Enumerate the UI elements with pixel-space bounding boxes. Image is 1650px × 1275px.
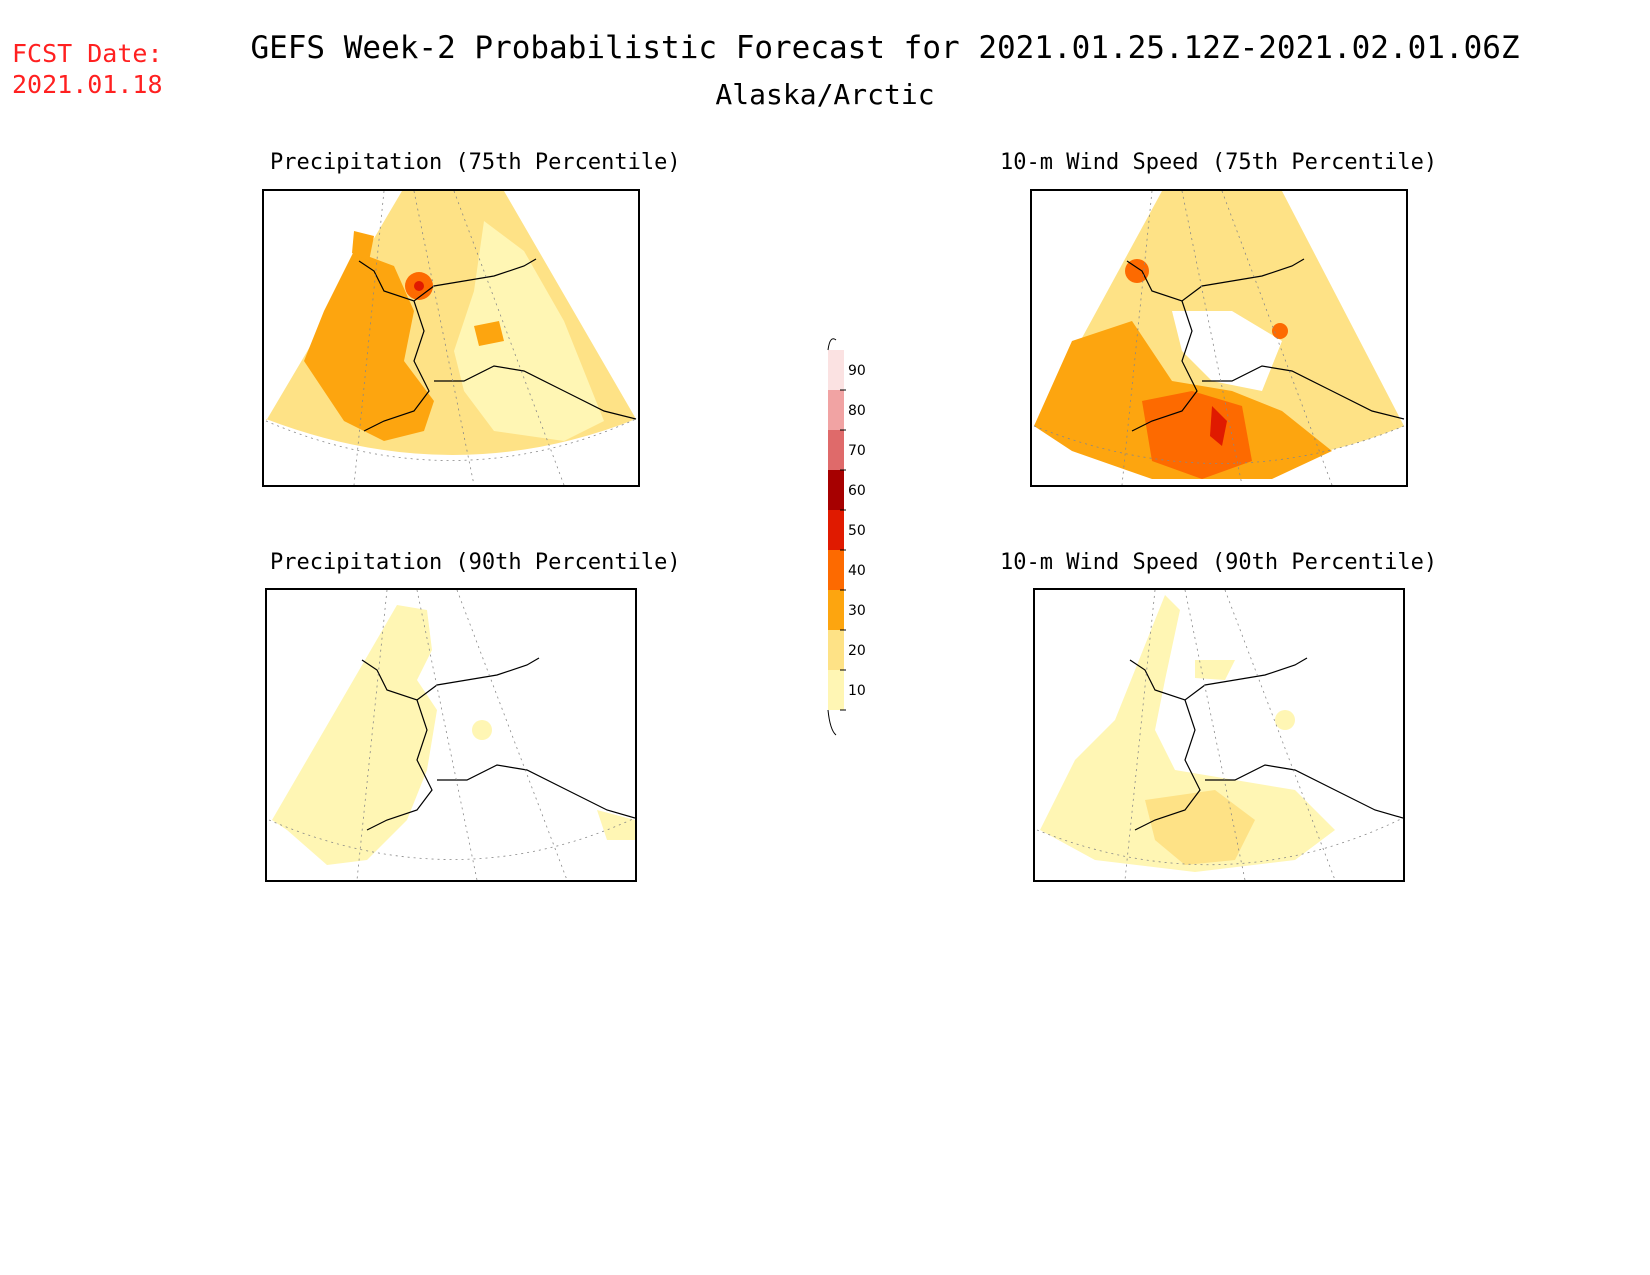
forecast-contours xyxy=(1040,595,1335,872)
map-wind-75 xyxy=(1030,189,1408,487)
colorbar-bin-50-60 xyxy=(828,510,844,550)
colorbar-label-50: 50 xyxy=(848,523,866,539)
graticule xyxy=(1036,590,1403,880)
page-title: GEFS Week-2 Probabilistic Forecast for 2… xyxy=(250,30,1520,66)
graticule xyxy=(1033,191,1405,485)
colorbar-bin-70-80 xyxy=(828,430,844,470)
colorbar-label-80: 80 xyxy=(848,403,866,419)
colorbar: 90 80 70 60 50 40 30 20 10 xyxy=(818,330,878,744)
forecast-contours xyxy=(1034,191,1404,479)
colorbar-bin-60-70 xyxy=(828,470,844,510)
map-wind-90 xyxy=(1033,588,1405,882)
coastline xyxy=(358,258,637,432)
colorbar-ends xyxy=(827,338,837,736)
colorbar-label-90: 90 xyxy=(848,363,866,379)
panel-title-precip-90: Precipitation (90th Percentile) xyxy=(270,550,681,575)
map-precip-75 xyxy=(262,189,640,487)
graticule xyxy=(265,191,637,485)
forecast-date-label: FCST Date: xyxy=(12,39,163,68)
panel-title-wind-75: 10-m Wind Speed (75th Percentile) xyxy=(1000,150,1438,175)
forecast-date-value: 2021.01.18 xyxy=(12,70,163,99)
colorbar-bin-30-40 xyxy=(828,590,844,630)
forecast-contours xyxy=(272,605,635,865)
colorbar-bin-gt90 xyxy=(828,350,844,390)
forecast-contours xyxy=(266,191,636,455)
colorbar-label-20: 20 xyxy=(848,643,866,659)
colorbar-label-70: 70 xyxy=(848,443,866,459)
panel-title-wind-90: 10-m Wind Speed (90th Percentile) xyxy=(1000,550,1438,575)
colorbar-label-30: 30 xyxy=(848,603,866,619)
page-subtitle: Alaska/Arctic xyxy=(715,78,935,111)
colorbar-bin-80-90 xyxy=(828,390,844,430)
colorbar-label-10: 10 xyxy=(848,683,866,699)
forecast-date-block: FCST Date: 2021.01.18 xyxy=(12,38,163,100)
colorbar-bin-20-30 xyxy=(828,630,844,670)
colorbar-label-60: 60 xyxy=(848,483,866,499)
colorbar-label-40: 40 xyxy=(848,563,866,579)
panel-title-precip-75: Precipitation (75th Percentile) xyxy=(270,150,681,175)
coastline xyxy=(1126,258,1405,432)
map-precip-90 xyxy=(265,588,637,882)
colorbar-bin-10-20 xyxy=(828,670,844,710)
graticule xyxy=(268,590,635,880)
colorbar-bin-40-50 xyxy=(828,550,844,590)
